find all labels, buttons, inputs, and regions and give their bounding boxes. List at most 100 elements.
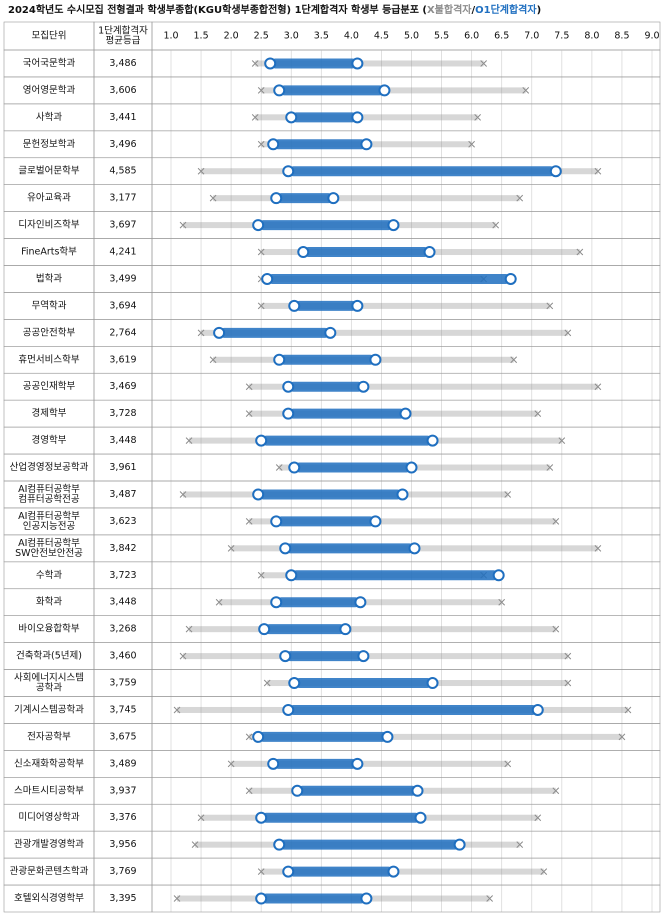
fail-spread bbox=[261, 302, 550, 309]
x-tick-label: 1.0 bbox=[163, 31, 178, 42]
pass-spread bbox=[294, 462, 412, 473]
pass-spread bbox=[303, 247, 430, 258]
pass-marker bbox=[270, 192, 283, 205]
average-label: 3,489 bbox=[109, 758, 136, 769]
average-label: 3,619 bbox=[109, 354, 136, 365]
pass-marker bbox=[396, 488, 409, 501]
row-label: 관광문화콘텐츠학과 bbox=[10, 865, 89, 877]
pass-marker bbox=[282, 165, 295, 178]
fail-marker bbox=[245, 787, 253, 795]
pass-marker bbox=[453, 838, 466, 851]
fail-marker bbox=[594, 383, 602, 391]
fail-spread bbox=[249, 733, 622, 740]
fail-marker bbox=[197, 167, 205, 175]
pass-marker bbox=[279, 650, 292, 663]
average-label: 3,728 bbox=[109, 408, 136, 419]
row-label: 건축학과(5년제) bbox=[16, 651, 82, 662]
row-label: 휴먼서비스학부 bbox=[18, 354, 79, 365]
row-label: 바이오융합학부 bbox=[18, 624, 79, 635]
chart-title: 2024학년도 수시모집 전형결과 학생부종합(KGU학생부종합전형) 1단계합… bbox=[8, 3, 427, 16]
fail-marker bbox=[624, 706, 632, 714]
row-label: 영어영문학과 bbox=[23, 85, 76, 96]
fail-marker bbox=[245, 383, 253, 391]
pass-spread bbox=[294, 300, 358, 311]
x-tick-label: 5.0 bbox=[404, 31, 419, 42]
fail-marker bbox=[552, 625, 560, 633]
row-label: 유아교육과 bbox=[27, 193, 71, 204]
pass-marker bbox=[426, 434, 439, 447]
pass-marker bbox=[369, 353, 382, 366]
fail-marker bbox=[257, 868, 265, 875]
pass-marker bbox=[405, 461, 418, 474]
column-header: 1단계합격자 bbox=[98, 25, 148, 37]
fail-spread bbox=[261, 868, 544, 875]
pass-marker bbox=[273, 353, 286, 366]
pass-spread bbox=[267, 273, 511, 284]
row-label: 무역학과 bbox=[32, 300, 67, 311]
x-tick-label: 4.5 bbox=[374, 31, 389, 42]
average-label: 3,675 bbox=[109, 731, 136, 742]
pass-marker bbox=[213, 326, 226, 339]
pass-marker bbox=[414, 811, 427, 824]
average-label: 3,745 bbox=[109, 704, 136, 715]
pass-marker bbox=[258, 623, 271, 636]
fail-marker bbox=[540, 868, 548, 875]
pass-marker bbox=[285, 569, 298, 582]
fail-marker bbox=[191, 841, 199, 849]
fail-marker bbox=[257, 571, 265, 579]
row-label: 공공인재학부 bbox=[23, 381, 76, 392]
row-label: 공공안전학부 bbox=[23, 327, 76, 338]
fail-marker bbox=[179, 491, 187, 498]
fail-marker bbox=[594, 167, 602, 175]
pass-marker bbox=[282, 703, 295, 716]
pass-marker bbox=[387, 865, 400, 878]
average-label: 3,961 bbox=[109, 462, 136, 473]
pass-spread bbox=[258, 220, 394, 231]
average-label: 3,487 bbox=[109, 489, 136, 500]
pass-marker bbox=[351, 57, 364, 70]
legend-close: ) bbox=[537, 5, 542, 16]
average-label: 3,496 bbox=[109, 139, 136, 150]
fail-marker bbox=[209, 356, 217, 364]
fail-marker bbox=[257, 140, 265, 148]
fail-marker bbox=[546, 464, 554, 471]
fail-marker bbox=[468, 140, 475, 148]
pass-spread bbox=[288, 704, 538, 715]
pass-marker bbox=[267, 757, 280, 770]
fail-marker bbox=[564, 679, 572, 687]
pass-marker bbox=[261, 272, 274, 285]
pass-spread bbox=[285, 543, 415, 554]
pass-marker bbox=[273, 838, 286, 851]
pass-marker bbox=[327, 192, 340, 205]
pass-marker bbox=[357, 650, 370, 663]
row-label: 인공지능전공 bbox=[23, 521, 76, 532]
pass-marker bbox=[369, 515, 382, 528]
average-label: 3,842 bbox=[109, 543, 136, 554]
pass-spread bbox=[276, 516, 376, 527]
x-tick-label: 4.0 bbox=[344, 31, 359, 42]
fail-marker bbox=[564, 652, 572, 660]
fail-marker bbox=[564, 329, 572, 337]
fail-marker bbox=[227, 544, 235, 552]
pass-spread bbox=[261, 435, 433, 446]
fail-marker bbox=[522, 87, 530, 94]
fail-marker bbox=[251, 60, 259, 67]
fail-marker bbox=[552, 787, 560, 795]
pass-marker bbox=[255, 434, 268, 447]
pass-spread bbox=[273, 758, 358, 769]
pass-marker bbox=[411, 784, 424, 797]
row-label: 경제학부 bbox=[32, 407, 67, 419]
fail-marker bbox=[209, 194, 217, 202]
pass-marker bbox=[531, 703, 544, 716]
average-label: 3,606 bbox=[109, 85, 136, 96]
average-label: 3,694 bbox=[109, 300, 136, 311]
average-label: 4,585 bbox=[109, 166, 136, 177]
pass-marker bbox=[504, 272, 517, 285]
x-tick-label: 1.5 bbox=[194, 31, 209, 42]
average-label: 3,769 bbox=[109, 866, 136, 877]
pass-marker bbox=[255, 811, 268, 824]
pass-marker bbox=[285, 111, 298, 124]
pass-marker bbox=[351, 111, 364, 124]
fail-spread bbox=[255, 114, 478, 121]
pass-spread bbox=[276, 597, 361, 608]
